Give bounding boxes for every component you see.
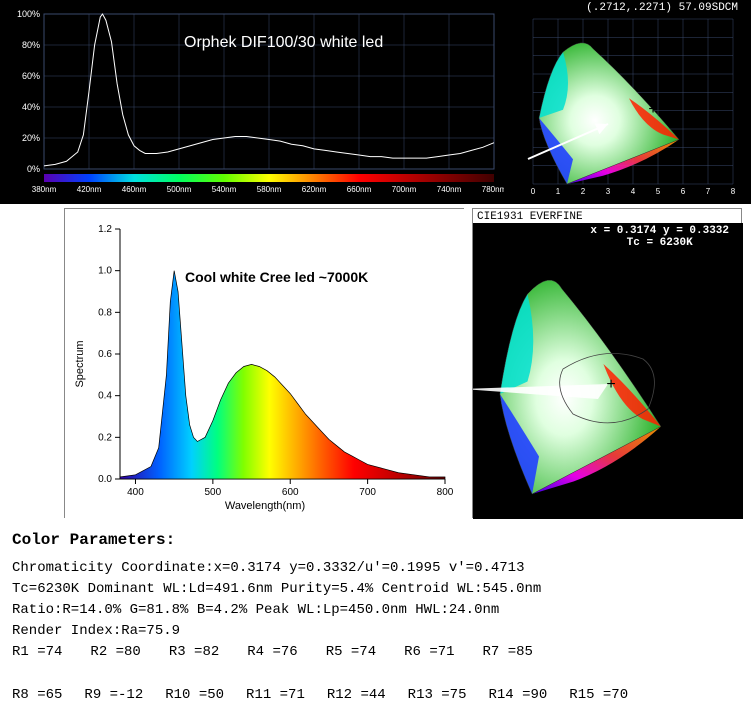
render-index-item: R15 =70 bbox=[569, 685, 628, 706]
svg-text:540nm: 540nm bbox=[212, 185, 237, 194]
cree-chart-svg: 400 500 600 700 800 0.0 0.2 0.4 0.6 0.8 1.0 1.2 Wa… bbox=[65, 209, 465, 519]
svg-text:1: 1 bbox=[556, 187, 561, 196]
mid-cie-xy: x = 0.3174 y = 0.3332 bbox=[590, 225, 729, 237]
top-section: 380nm 420nm 460nm 500nm 540nm 580nm 620nm 660nm… bbox=[0, 0, 751, 200]
params-line: Tc=6230K Dominant WL:Ld=491.6nm Purity=5… bbox=[12, 579, 739, 600]
cree-ylabel: Spectrum bbox=[74, 340, 86, 387]
svg-text:20%: 20% bbox=[22, 133, 40, 143]
svg-text:1.2: 1.2 bbox=[98, 224, 112, 235]
svg-text:5: 5 bbox=[656, 187, 661, 196]
orphek-spectrum-chart: 380nm 420nm 460nm 500nm 540nm 580nm 620nm 660nm… bbox=[4, 4, 504, 196]
render-index-item: R9 =-12 bbox=[84, 685, 143, 706]
params-line: Chromaticity Coordinate:x=0.3174 y=0.333… bbox=[12, 558, 739, 579]
orphek-chart-title: Orphek DIF100/30 white led bbox=[184, 34, 383, 52]
svg-text:1.0: 1.0 bbox=[98, 266, 112, 277]
color-parameters-section: Color Parameters: Chromaticity Coordinat… bbox=[0, 520, 751, 714]
render-index-item: R3 =82 bbox=[169, 642, 219, 663]
svg-text:460nm: 460nm bbox=[122, 185, 147, 194]
svg-text:660nm: 660nm bbox=[347, 185, 372, 194]
cree-spectrum-chart: 400 500 600 700 800 0.0 0.2 0.4 0.6 0.8 1.0 1.2 Wa… bbox=[64, 208, 464, 518]
params-line: Ratio:R=14.0% G=81.8% B=4.2% Peak WL:Lp=… bbox=[12, 600, 739, 621]
render-index-item: R13 =75 bbox=[408, 685, 467, 706]
render-index-item: R5 =74 bbox=[326, 642, 376, 663]
svg-text:0.8: 0.8 bbox=[98, 307, 112, 318]
svg-text:0.2: 0.2 bbox=[98, 432, 112, 443]
render-index-item: R11 =71 bbox=[246, 685, 305, 706]
top-cie-svg: 0 1 2 3 4 5 6 7 8 + bbox=[508, 4, 748, 196]
svg-text:0.0: 0.0 bbox=[98, 474, 112, 485]
render-index-item: R8 =65 bbox=[12, 685, 62, 706]
svg-text:0.4: 0.4 bbox=[98, 391, 112, 402]
cree-chart-title: Cool white Cree led ~7000K bbox=[185, 269, 368, 285]
mid-cie-marker-icon: + bbox=[606, 376, 615, 393]
mid-cie-svg: + bbox=[473, 209, 743, 519]
svg-text:500nm: 500nm bbox=[167, 185, 192, 194]
render-index-item: R14 =90 bbox=[488, 685, 547, 706]
mid-cie-tc: Tc = 6230K bbox=[590, 237, 729, 249]
svg-text:800: 800 bbox=[437, 487, 454, 498]
svg-text:700: 700 bbox=[359, 487, 376, 498]
svg-text:700nm: 700nm bbox=[392, 185, 417, 194]
svg-text:6: 6 bbox=[681, 187, 686, 196]
render-indices-row: R1 =74 R2 =80 R3 =82 R4 =76 R5 =74 R6 =71 R7 =… bbox=[12, 642, 739, 706]
svg-text:740nm: 740nm bbox=[437, 185, 462, 194]
render-index-item: R4 =76 bbox=[247, 642, 297, 663]
svg-text:40%: 40% bbox=[22, 102, 40, 112]
svg-text:80%: 80% bbox=[22, 40, 40, 50]
svg-text:7: 7 bbox=[706, 187, 711, 196]
params-line: Render Index:Ra=75.9 bbox=[12, 621, 739, 642]
render-index-item: R7 =85 bbox=[483, 642, 533, 663]
svg-text:780nm: 780nm bbox=[482, 185, 504, 194]
svg-text:400: 400 bbox=[127, 487, 144, 498]
svg-text:100%: 100% bbox=[17, 9, 40, 19]
svg-text:500: 500 bbox=[205, 487, 222, 498]
orphek-chart-svg: 380nm 420nm 460nm 500nm 540nm 580nm 620nm 660nm… bbox=[4, 4, 504, 196]
mid-cie-coords: x = 0.3174 y = 0.3332 Tc = 6230K bbox=[590, 225, 729, 249]
mid-cie-header: CIE1931 EVERFINE bbox=[477, 211, 583, 223]
top-cie-diagram: (.2712,.2271) 57.09SDCM 0 1 2 3 4 5 6 7 8 + bbox=[508, 4, 748, 196]
svg-text:620nm: 620nm bbox=[302, 185, 327, 194]
svg-text:0%: 0% bbox=[27, 164, 40, 174]
svg-text:3: 3 bbox=[606, 187, 611, 196]
mid-section: 400 500 600 700 800 0.0 0.2 0.4 0.6 0.8 1.0 1.2 Wa… bbox=[0, 200, 751, 520]
svg-text:580nm: 580nm bbox=[257, 185, 282, 194]
svg-text:380nm: 380nm bbox=[32, 185, 57, 194]
cree-xlabel: Wavelength(nm) bbox=[225, 500, 305, 512]
svg-text:0.6: 0.6 bbox=[98, 349, 112, 360]
render-index-item: R10 =50 bbox=[165, 685, 224, 706]
render-index-item: R6 =71 bbox=[404, 642, 454, 663]
svg-text:420nm: 420nm bbox=[77, 185, 102, 194]
svg-text:8: 8 bbox=[731, 187, 736, 196]
params-title: Color Parameters: bbox=[12, 528, 739, 552]
render-index-item: R12 =44 bbox=[327, 685, 386, 706]
svg-text:4: 4 bbox=[631, 187, 636, 196]
svg-text:600: 600 bbox=[282, 487, 299, 498]
svg-text:2: 2 bbox=[581, 187, 586, 196]
cie-marker-icon: + bbox=[648, 101, 657, 118]
top-cie-header: (.2712,.2271) 57.09SDCM bbox=[586, 2, 738, 14]
mid-cie-diagram: CIE1931 EVERFINE + bbox=[472, 208, 742, 518]
svg-text:0: 0 bbox=[531, 187, 536, 196]
render-index-item: R2 =80 bbox=[90, 642, 140, 663]
render-index-item: R1 =74 bbox=[12, 642, 62, 663]
svg-text:60%: 60% bbox=[22, 71, 40, 81]
